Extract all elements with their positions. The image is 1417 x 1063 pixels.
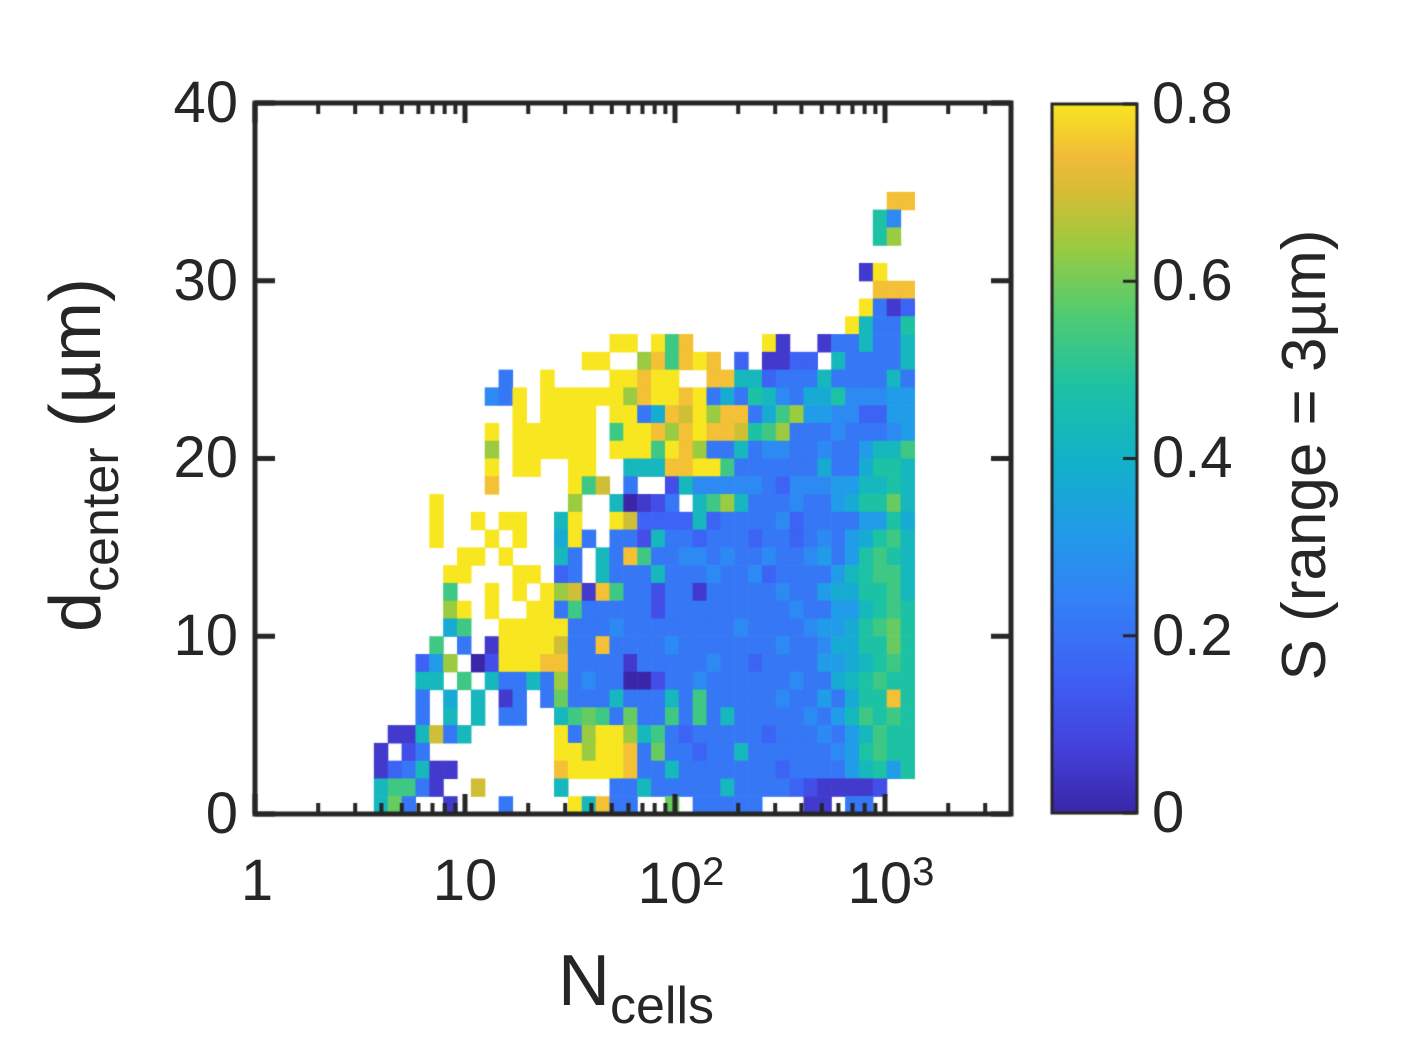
y-tick-label-40: 40 bbox=[173, 70, 238, 135]
cbar-tick-label-04: 0.4 bbox=[1152, 425, 1233, 490]
x-tick-label-1: 1 bbox=[240, 848, 274, 913]
cbar-tick-label-06: 0.6 bbox=[1152, 248, 1233, 313]
x-tick-label-100: 102 bbox=[637, 850, 725, 916]
y-tick-label-10: 10 bbox=[173, 603, 238, 668]
y-tick-label-30: 30 bbox=[173, 248, 238, 313]
x-axis-label: Ncells bbox=[557, 941, 715, 1035]
y-tick-label-0: 0 bbox=[205, 781, 238, 846]
cbar-tick-label-0: 0 bbox=[1152, 780, 1185, 845]
cbar-tick-label-02: 0.2 bbox=[1152, 603, 1233, 668]
cbar-tick-label-08: 0.8 bbox=[1152, 71, 1233, 136]
colorbar-label: S (range = 3µm) bbox=[1270, 229, 1339, 681]
y-tick-label-20: 20 bbox=[173, 425, 238, 490]
x-tick-label-10: 10 bbox=[432, 848, 498, 913]
x-tick-label-1000: 103 bbox=[847, 850, 935, 916]
y-axis-label: dcenter (µm) bbox=[36, 278, 130, 632]
